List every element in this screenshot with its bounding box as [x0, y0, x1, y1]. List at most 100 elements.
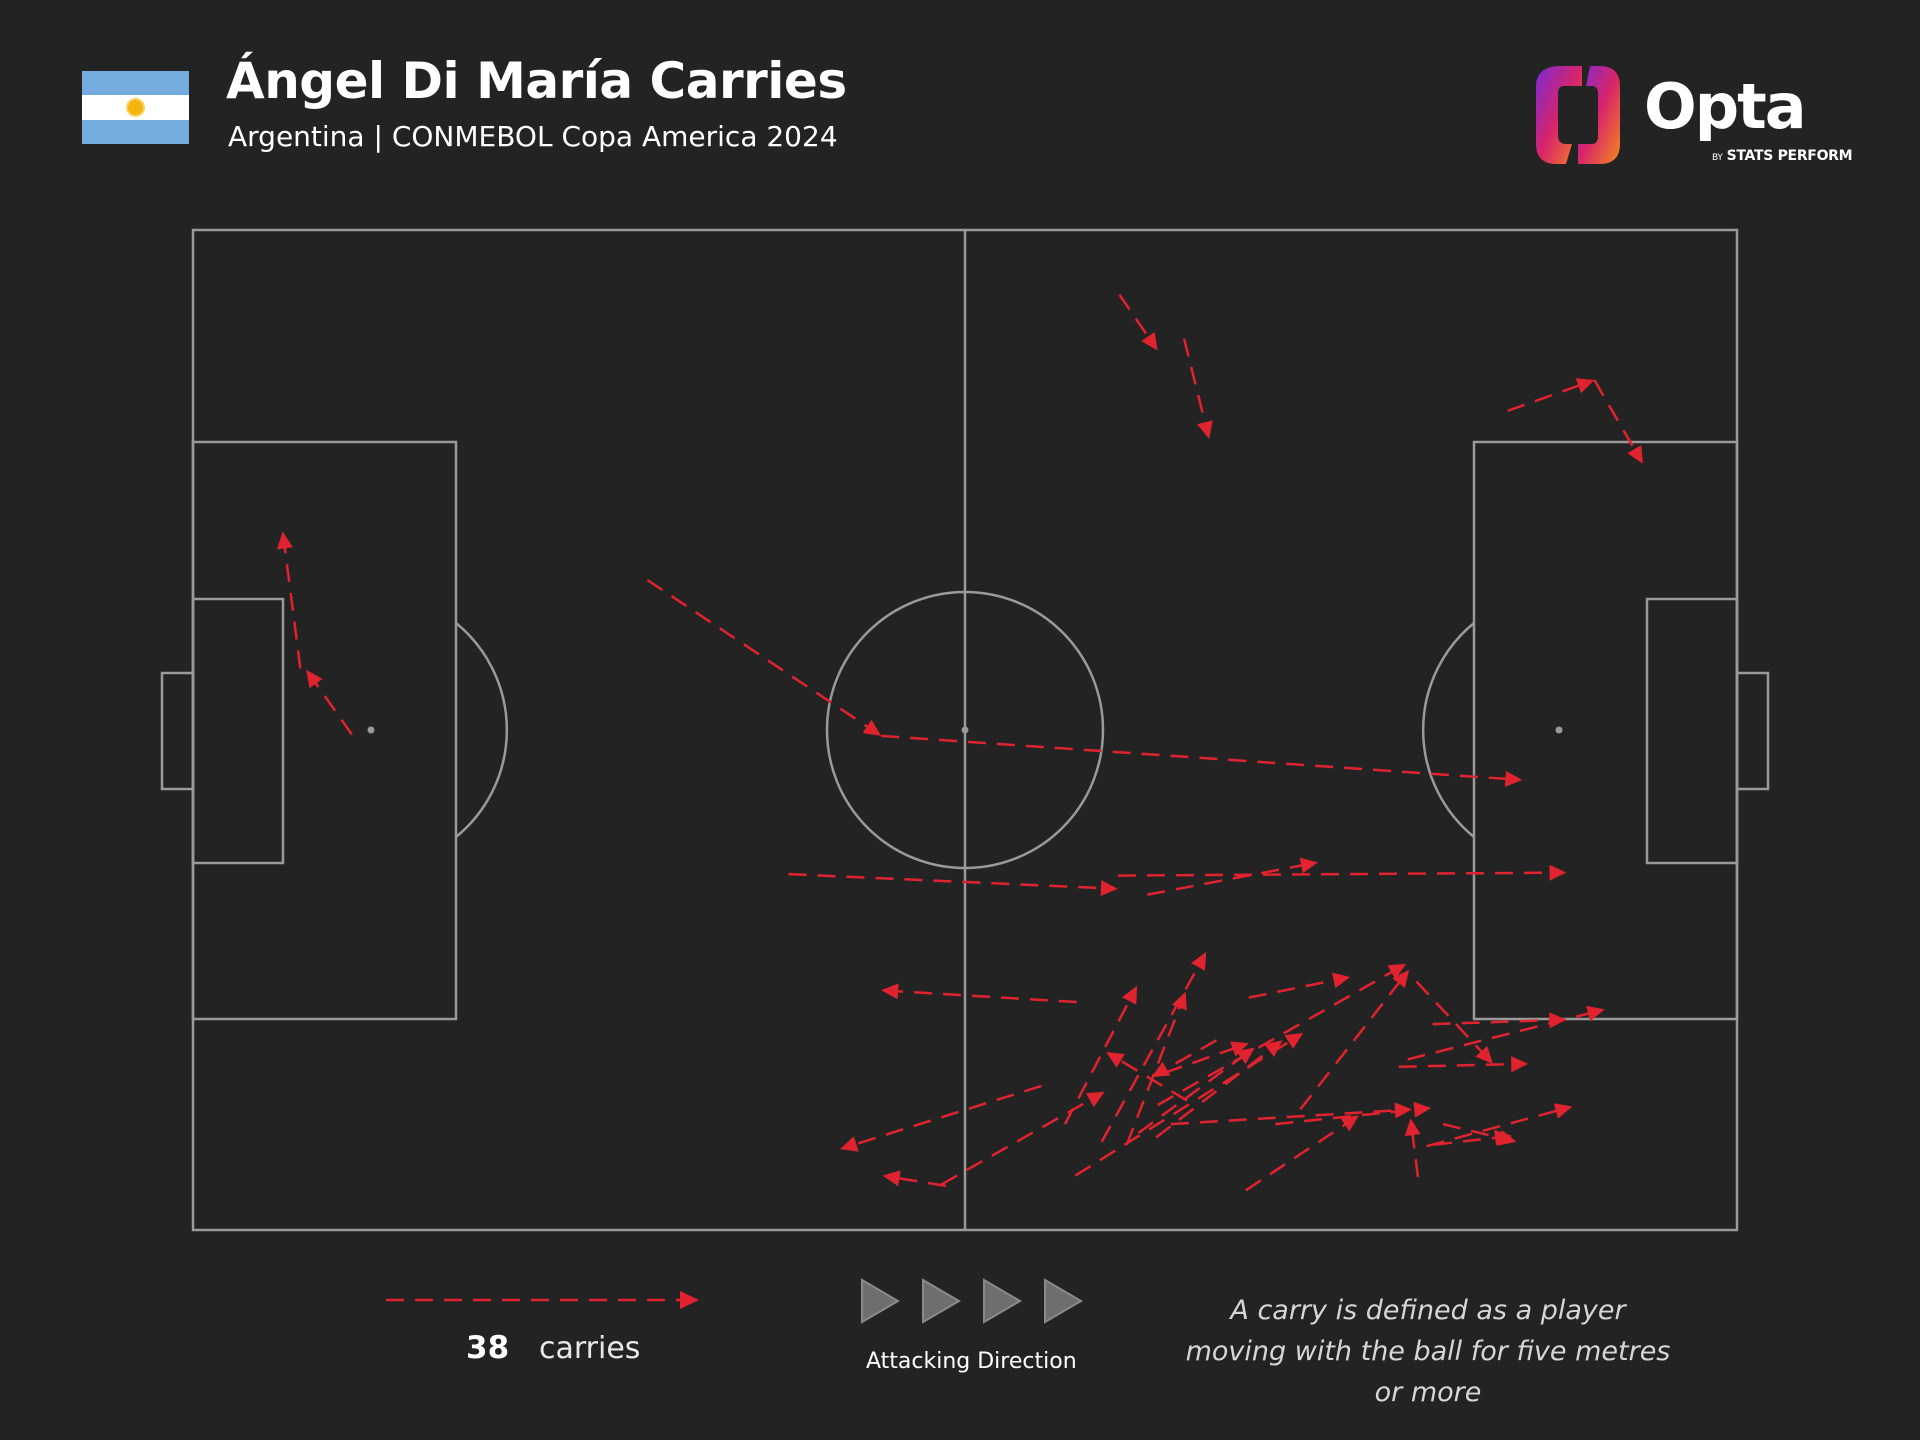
six-yard-box-left: [191, 597, 285, 865]
carry-arrow: [1275, 1101, 1432, 1126]
carry-arrowhead: [1498, 1130, 1517, 1146]
carry-arrow: [840, 1084, 1042, 1152]
carry-line: [1442, 1122, 1507, 1141]
carry-arrowhead: [1586, 1005, 1605, 1022]
carry-line: [1118, 294, 1154, 344]
carry-line: [1593, 379, 1639, 456]
flag-band-top: [82, 71, 189, 96]
carry-arrowhead: [881, 983, 899, 1000]
carry-line: [1432, 1018, 1557, 1026]
pitch-markings: [160, 228, 1770, 1232]
legend-carry-arrowhead: [680, 1291, 699, 1309]
carry-line: [1157, 967, 1399, 1107]
carry-arrowhead: [1504, 770, 1523, 787]
carry-arrow: [306, 669, 353, 736]
direction-arrow-icon: [861, 1278, 900, 1324]
carry-line: [1507, 382, 1586, 413]
carry-line: [1433, 1135, 1503, 1146]
carry-arrowhead: [1230, 1041, 1249, 1057]
carry-arrow: [1442, 1122, 1517, 1146]
pitch-spots: [367, 726, 1563, 734]
carry-arrowhead: [1122, 985, 1138, 1005]
penalty-area-right: [1472, 440, 1739, 1021]
opta-tagline: BY STATS PERFORM: [1712, 148, 1853, 164]
carry-arrowhead: [1475, 1045, 1493, 1064]
sun-of-may-icon: [128, 100, 143, 115]
carry-arrowhead: [1549, 864, 1567, 881]
opta-tagline-text: STATS PERFORM: [1726, 148, 1853, 164]
carry-arrow: [1182, 338, 1213, 439]
carry-arrow: [1245, 1115, 1360, 1192]
carry-line: [1415, 980, 1488, 1058]
carry-line: [1182, 338, 1208, 430]
carry-line: [1074, 1037, 1296, 1177]
carry-arrowhead: [1340, 1115, 1360, 1132]
carry-arrow: [1415, 980, 1493, 1064]
carry-line: [282, 541, 302, 669]
legend-carry-sample: [386, 1291, 699, 1309]
carry-arrow: [1117, 864, 1567, 881]
carry-arrow: [1407, 1005, 1605, 1061]
carry-arrow: [1404, 1118, 1421, 1178]
carry-arrow: [1063, 985, 1138, 1125]
carry-line: [891, 989, 1077, 1004]
goal-left: [160, 671, 195, 791]
opta-logo: Opta BY STATS PERFORM: [1530, 60, 1853, 172]
penalty-area-left: [191, 440, 458, 1021]
carry-arrow: [1398, 1056, 1529, 1073]
carry-line: [1117, 871, 1557, 877]
carry-line: [892, 1175, 947, 1188]
carry-arrowhead: [1100, 880, 1118, 897]
carry-arrowhead: [1284, 1032, 1304, 1049]
carry-line: [1114, 1056, 1188, 1102]
carry-arrowhead: [1511, 1056, 1529, 1073]
six-yard-box-right: [1645, 597, 1739, 865]
carries-layer: [276, 294, 1643, 1192]
opta-logo-mark-icon: [1536, 66, 1620, 164]
carry-line: [1147, 862, 1309, 896]
goal-right: [1735, 671, 1770, 791]
carry-arrow: [1155, 1040, 1283, 1139]
carry-line: [1410, 1128, 1420, 1178]
carry-line: [788, 872, 1108, 890]
carry-count-label: carries: [539, 1331, 641, 1366]
carry-arrowhead: [276, 531, 293, 550]
carry-arrow: [1593, 379, 1643, 464]
carry-line: [849, 1084, 1042, 1148]
argentina-flag: [82, 71, 189, 144]
carry-arrowhead: [882, 1170, 901, 1187]
carry-arrowhead: [1413, 1101, 1432, 1118]
carry-line: [1170, 1108, 1403, 1126]
carry-line: [881, 734, 1513, 781]
carry-arrowhead: [1575, 378, 1595, 394]
carry-line: [1248, 977, 1341, 999]
penalty-arc-left: [455, 622, 509, 838]
centre-spot: [961, 726, 969, 734]
carry-arrowhead: [1151, 1061, 1171, 1078]
carry-arrow: [881, 734, 1523, 787]
carry-arrow: [881, 983, 1077, 1004]
page-subtitle: Argentina | CONMEBOL Copa America 2024: [228, 120, 838, 153]
carry-arrowhead: [1299, 857, 1318, 874]
carry-arrow: [940, 1091, 1105, 1186]
carry-line: [1398, 1062, 1519, 1069]
carry-arrow: [1507, 378, 1595, 413]
carry-arrowhead: [1627, 445, 1643, 464]
carry-arrow: [882, 1170, 947, 1188]
carry-arrowhead: [1106, 1052, 1125, 1068]
carry-line: [1164, 1045, 1240, 1074]
direction-arrow-icon: [1044, 1278, 1083, 1324]
carry-line: [1426, 1107, 1563, 1148]
opta-wordmark: Opta: [1644, 70, 1807, 143]
penalty-spot-right: [1555, 726, 1563, 734]
carry-arrow: [1164, 1041, 1249, 1074]
carry-line: [1407, 1010, 1596, 1061]
carry-line: [1155, 1045, 1276, 1139]
penalty-arc-right: [1421, 622, 1475, 838]
carry-line: [310, 677, 353, 736]
carry-arrowhead: [1392, 969, 1410, 989]
carry-arrowhead: [862, 719, 882, 736]
carry-line: [940, 1095, 1097, 1186]
carry-arrow: [1147, 857, 1318, 896]
